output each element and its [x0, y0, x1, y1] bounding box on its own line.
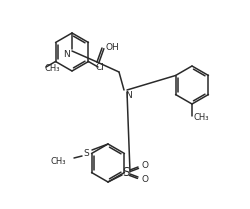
Text: N: N — [125, 91, 132, 100]
Text: N: N — [63, 50, 70, 59]
Text: Cl: Cl — [95, 64, 104, 73]
Text: CH₃: CH₃ — [44, 64, 60, 73]
Text: S: S — [122, 166, 130, 178]
Text: CH₃: CH₃ — [193, 113, 208, 122]
Text: S: S — [83, 149, 89, 158]
Text: CH₃: CH₃ — [50, 157, 66, 166]
Text: O: O — [141, 175, 148, 184]
Text: O: O — [141, 161, 148, 169]
Text: OH: OH — [105, 42, 119, 51]
